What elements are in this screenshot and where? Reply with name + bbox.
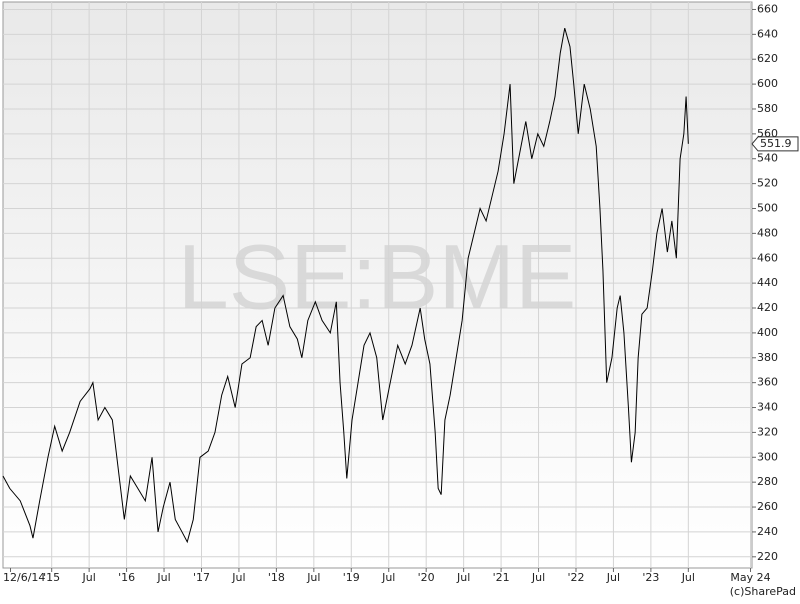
y-tick-label: 380 [757,351,778,364]
y-tick-label: 280 [757,475,778,488]
y-tick-label: 600 [757,77,778,90]
credit: (c)SharePad [730,585,796,598]
x-tick-label: Jul [231,571,245,584]
price-line [2,27,689,544]
x-tick-label: '17 [193,571,210,584]
x-tick-label: Jul [456,571,470,584]
y-tick-label: 580 [757,102,778,115]
x-tick-label: '22 [567,571,584,584]
x-tick-label: Jul [606,571,620,584]
y-tick-label: 260 [757,500,778,513]
watermark: LSE:BME [178,226,577,328]
y-tick-label: 420 [757,301,778,314]
y-tick-label: 480 [757,226,778,239]
y-tick-label: 240 [757,525,778,538]
y-tick-label: 640 [757,27,778,40]
x-tick-label: Jul [681,571,695,584]
y-tick-label: 360 [757,376,778,389]
x-tick-label: Jul [156,571,170,584]
y-tick-label: 400 [757,326,778,339]
x-tick-label: 12/6/14 [3,571,45,584]
y-tick-label: 660 [757,2,778,15]
x-tick-label: '19 [343,571,360,584]
y-tick-label: 540 [757,152,778,165]
y-tick-label: 300 [757,450,778,463]
y-tick-label: 320 [757,425,778,438]
x-tick-label: '21 [493,571,510,584]
y-tick-label: 460 [757,251,778,264]
last-price-label: 551.9 [760,137,792,150]
x-tick-label: '18 [268,571,285,584]
y-tick-label: 620 [757,52,778,65]
x-tick-label: Jul [531,571,545,584]
y-tick-label: 340 [757,401,778,414]
y-tick-label: 440 [757,276,778,289]
x-tick-label: Jul [381,571,395,584]
x-tick-label: Jul [306,571,320,584]
x-tick-label: May 24 [730,571,770,584]
x-tick-label: '16 [118,571,135,584]
x-tick-label: '20 [418,571,435,584]
plot-area [2,1,753,569]
y-tick-label: 500 [757,201,778,214]
last-price-box [751,136,799,152]
y-tick-label: 520 [757,177,778,190]
x-tick-label: '15 [43,571,60,584]
x-tick-label: '23 [642,571,659,584]
y-tick-label: 220 [757,550,778,563]
x-tick-label: Jul [81,571,95,584]
